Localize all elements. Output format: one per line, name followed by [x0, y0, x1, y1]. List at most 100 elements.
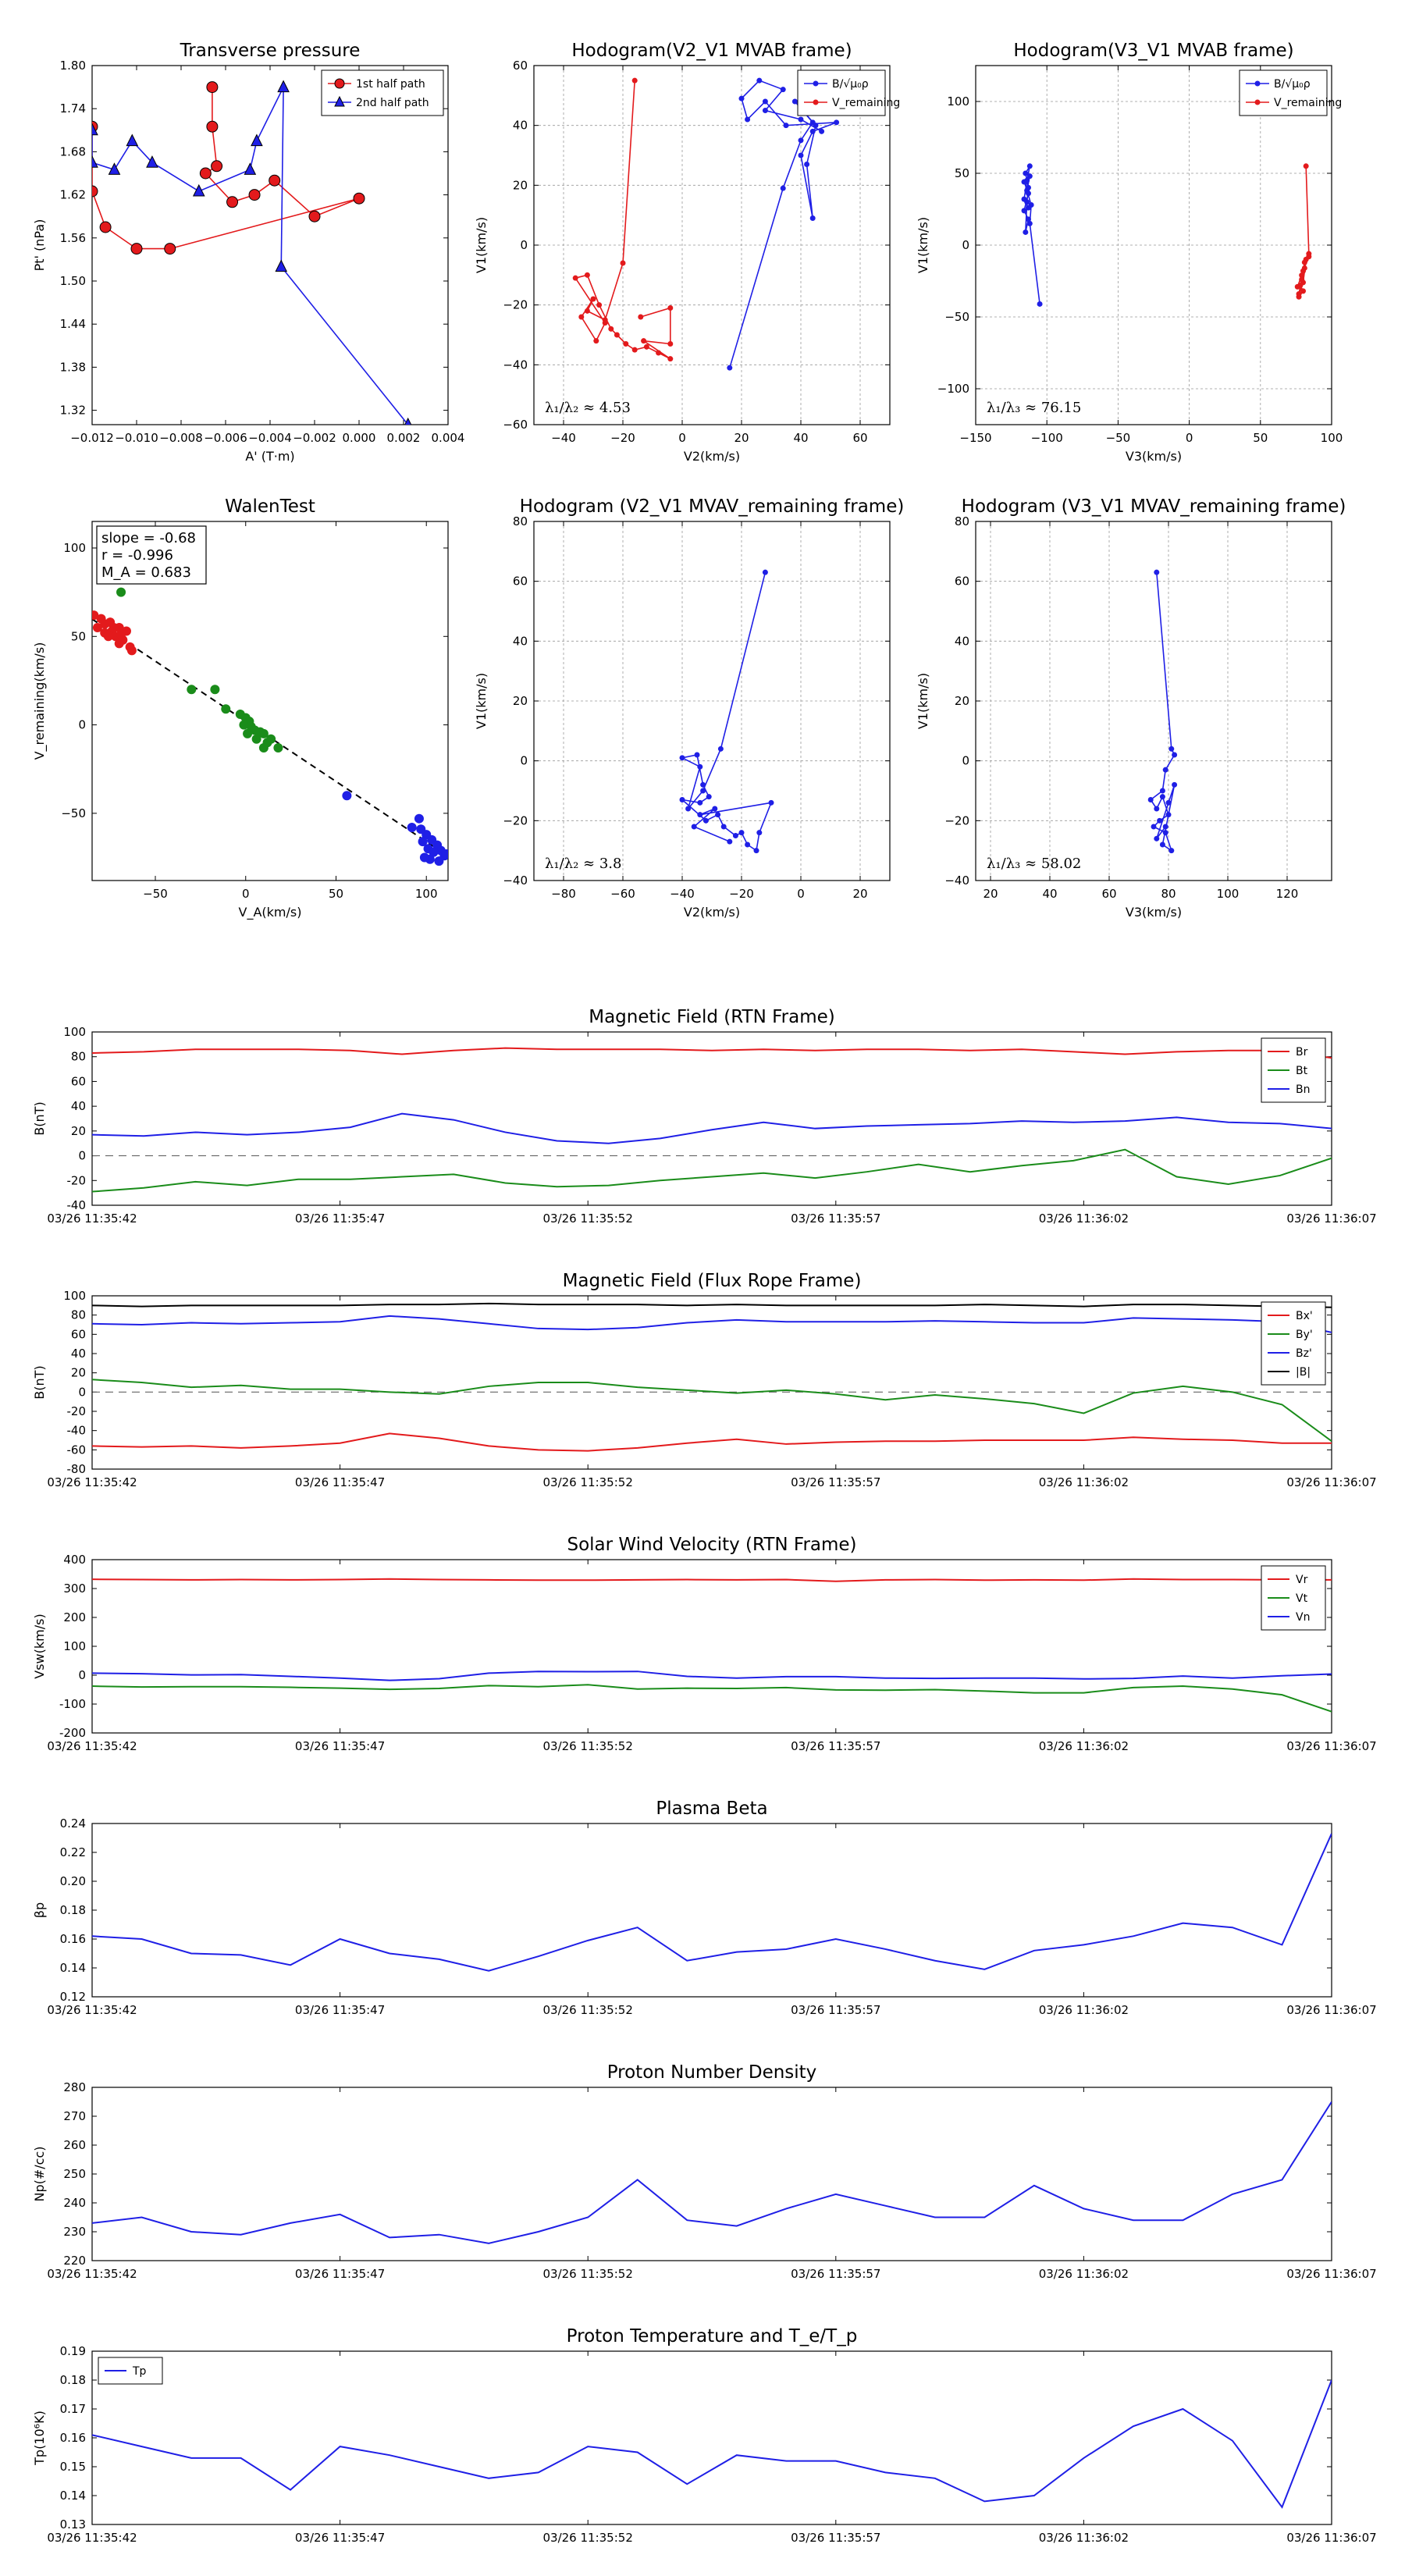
beta-plot-frame [91, 1823, 1332, 1998]
mag_fr-series-Bz-line [92, 1315, 1332, 1333]
mag_fr-series-Bx-line [92, 1432, 1332, 1452]
hodo_v2v1_mvab-xtick-label: 60 [852, 431, 867, 445]
hodo_v2v1_mvab-point [834, 119, 840, 126]
hodo_v3v1_mvav-ytick-label: −40 [944, 873, 969, 888]
hodo_v3v1_mvab-point [1025, 190, 1031, 197]
hodo_v2v1_mvab-point [791, 98, 798, 105]
walen-point [116, 587, 126, 597]
mag_fr-plot-area [92, 1302, 1332, 1452]
beta-xtick-label: 03/26 11:35:52 [543, 2003, 633, 2017]
beta-ytick-label: 0.16 [60, 1932, 86, 1946]
hodo_v2v1_mvab-point [596, 302, 603, 308]
beta-ylabel: βp [32, 1902, 47, 1918]
hodo_v3v1_mvab-ytick-label: −50 [944, 310, 969, 324]
walen-point [116, 630, 126, 640]
hodo_v3v1_mvab-legend-box [1239, 69, 1328, 116]
hodo_v2v1_mvab-ytick-label: −60 [503, 418, 528, 432]
walen-point [342, 791, 352, 801]
tp-ytick-label: 0.13 [60, 2517, 86, 2532]
hodo_v2v1_mvab-annotation: λ₁/λ₂ ≈ 4.53 [545, 400, 631, 416]
hodo_v3v1_mvav-xtick-label: 40 [1042, 887, 1057, 901]
hodo_v3v1_mvab-point [1024, 177, 1030, 183]
np-ytick-label: 230 [63, 2225, 86, 2239]
mag_fr-ytick-label: 100 [63, 1289, 86, 1303]
vsw-ytick-label: 400 [63, 1553, 86, 1567]
mag_rtn-ytick-label: 100 [63, 1025, 86, 1039]
hodo_v2v1_mvav-point [732, 833, 738, 838]
mag_fr-chart: 03/26 11:35:42 03/26 11:35:47 03/26 11:35:… [32, 1271, 1377, 1489]
hodo_v2v1_mvav-series-line-0 [680, 571, 773, 852]
walen-point [108, 622, 119, 632]
hodo_v2v1_mvab-point [738, 95, 745, 101]
mag_rtn-xtick-label: 03/26 11:35:52 [543, 1212, 633, 1226]
transverse-point [199, 167, 212, 180]
walen-ylabel: V_remaining(km/s) [32, 642, 48, 760]
hodo_v3v1_mvab-point [1300, 288, 1307, 294]
walen-stat-2: M_A = 0.683 [101, 564, 191, 581]
walen-point [126, 646, 137, 656]
transverse-point [108, 162, 121, 175]
hodo_v2v1_mvab-point [762, 108, 768, 113]
beta-xtick-label: 03/26 11:35:42 [47, 2003, 137, 2017]
walen-point [258, 728, 269, 738]
hodo_v2v1_mvab-point [578, 314, 585, 320]
beta-chart: 03/26 11:35:42 03/26 11:35:47 03/26 11:35:… [32, 1799, 1377, 2017]
hodo_v3v1_mvab-legend-marker-0 [1254, 80, 1261, 87]
walen-point [418, 837, 428, 847]
walen-point [92, 622, 102, 632]
hodo_v2v1_mvab-plot-area [572, 77, 840, 371]
transverse-ytick-label: 1.74 [60, 101, 86, 116]
walen-point [414, 813, 424, 824]
hodo_v3v1_mvav-point [1159, 788, 1165, 794]
mag_rtn-series-Br-line [92, 1047, 1332, 1059]
hodo_v2v1_mvab-point [656, 350, 662, 356]
walen-point [187, 685, 197, 695]
transverse-point [92, 155, 98, 168]
mag_fr-xtick-label: 03/26 11:36:07 [1286, 1475, 1376, 1489]
hodo_v2v1_mvab-chart: −40 −20 0 20 40 60 −60 −40 −20 0 20 40 60 Hodogram(V2… [474, 41, 900, 464]
hodo_v2v1_mvab-point [608, 326, 614, 332]
tp-xtick-label: 03/26 11:35:57 [791, 2531, 880, 2545]
tp-legend: Tp [98, 2357, 163, 2385]
hodo_v3v1_mvav-point [1172, 752, 1178, 758]
hodo_v2v1_mvab-ytick-label: 40 [513, 119, 528, 133]
walen-stat-1: r = -0.996 [101, 547, 173, 564]
np-ytick-label: 280 [63, 2080, 86, 2094]
hodo_v2v1_mvab-legend-label-1: V_remaining [832, 97, 900, 109]
tp-plot-area [92, 2379, 1332, 2509]
vsw-legend-label-1: Vt [1296, 1592, 1308, 1605]
hodo_v3v1_mvab-legend: B/√μ₀ρ V_remaining [1239, 69, 1342, 116]
hodo_v2v1_mvab-legend-label-0: B/√μ₀ρ [832, 78, 869, 91]
mag_fr-legend: Bx' By' Bz' |B| [1261, 1301, 1326, 1386]
hodo_v2v1_mvab-ylabel: V1(km/s) [474, 217, 489, 273]
transverse-point [192, 183, 205, 197]
hodo_v2v1_mvav-ylabel: V1(km/s) [474, 673, 489, 729]
transverse-ytick-label: 1.62 [60, 188, 86, 202]
hodo_v2v1_mvav-xlabel: V2(km/s) [684, 905, 740, 920]
hodo_v3v1_mvav-point [1159, 841, 1165, 848]
vsw-legend-label-0: Vr [1296, 1574, 1308, 1586]
hodo_v2v1_mvab-point [809, 128, 816, 134]
hodo_v3v1_mvav-ytick-label: 0 [962, 754, 969, 768]
vsw-ytick-label: 0 [78, 1668, 86, 1682]
tp-series-Tp-line [92, 2379, 1332, 2509]
hodo_v2v1_mvav-point [738, 830, 745, 836]
hodo_v3v1_mvab-annotation: λ₁/λ₃ ≈ 76.15 [987, 400, 1081, 416]
hodo_v3v1_mvab-point [1300, 279, 1307, 286]
walen-point [258, 743, 269, 753]
mag_fr-legend-label-3: |B| [1296, 1366, 1311, 1379]
transverse-point [146, 155, 158, 168]
hodo_v3v1_mvab-title: Hodogram(V3_V1 MVAB frame) [1013, 41, 1293, 61]
hodo_v3v1_mvav-xlabel: V3(km/s) [1126, 905, 1182, 920]
mag_rtn-legend-label-0: Br [1296, 1046, 1308, 1059]
hodo_v2v1_mvab-point [620, 260, 626, 266]
transverse-point [126, 133, 139, 147]
hodo_v2v1_mvab-xtick-label: −40 [551, 431, 576, 445]
np-xtick-label: 03/26 11:35:52 [543, 2267, 633, 2281]
transverse-point [164, 243, 176, 255]
hodo_v3v1_mvav-ytick-label: 60 [955, 575, 969, 589]
np-ytick-label: 240 [63, 2196, 86, 2210]
